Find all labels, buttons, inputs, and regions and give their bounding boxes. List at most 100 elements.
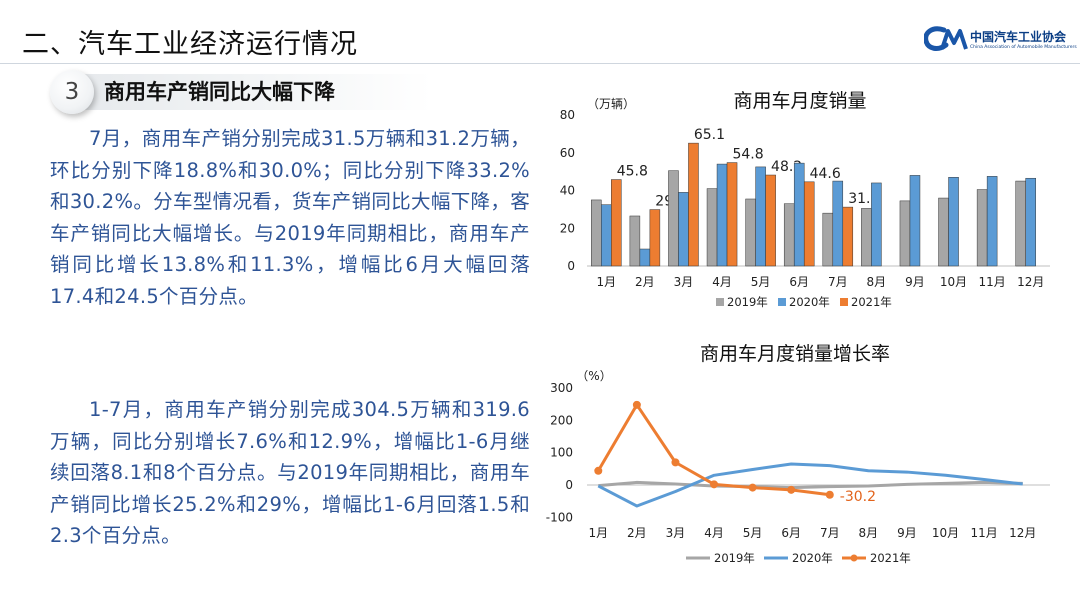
line-point-2021 — [594, 466, 603, 475]
bar-2019年 — [1015, 180, 1026, 267]
bar-legend-swatch — [840, 298, 848, 306]
line-x-tick: 10月 — [932, 526, 959, 540]
bar-2020年 — [909, 175, 921, 267]
line-x-tick: 5月 — [743, 526, 763, 540]
bar-2020年 — [948, 177, 959, 267]
bar-legend-label: 2019年 — [727, 295, 768, 309]
caam-logo-icon — [924, 26, 968, 51]
bar-2019年 — [706, 188, 718, 267]
bar-2020年 — [678, 192, 689, 267]
line-legend-label: 2021年 — [870, 551, 911, 565]
bar-data-label: 45.8 — [617, 164, 648, 180]
bar-x-tick: 3月 — [674, 275, 694, 289]
bar-2021年 — [688, 142, 699, 267]
line-point-2021 — [825, 490, 834, 499]
bar-2019年 — [745, 198, 756, 267]
line-point-2021 — [748, 483, 757, 492]
bar-2021年 — [649, 209, 661, 267]
line-x-tick: 2月 — [627, 526, 647, 540]
line-y-tick: 300 — [550, 381, 573, 395]
bar-legend-label: 2021年 — [851, 295, 892, 309]
line-data-label: -30.2 — [840, 489, 876, 505]
bar-chart-title: 商用车月度销量 — [733, 90, 866, 112]
bar-2019年 — [861, 208, 872, 267]
section-band — [72, 74, 432, 110]
bar-x-tick: 1月 — [596, 275, 616, 289]
bar-2019年 — [822, 212, 834, 267]
bar-x-tick: 8月 — [867, 275, 887, 289]
line-point-2021 — [671, 458, 680, 467]
bar-2020年 — [871, 182, 882, 267]
bar-2019年 — [591, 199, 602, 267]
bar-2021年 — [765, 174, 776, 267]
bar-2019年 — [668, 170, 679, 267]
line-x-tick: 1月 — [588, 526, 608, 540]
bar-x-tick: 11月 — [978, 275, 1005, 289]
line-x-tick: 11月 — [970, 526, 997, 540]
line-series-2020年 — [597, 462, 1023, 508]
bar-2020年 — [755, 166, 766, 267]
logo-name-cn: 中国汽车工业协会 — [970, 30, 1067, 44]
line-y-tick: 200 — [550, 413, 573, 427]
line-x-tick: 3月 — [666, 526, 686, 540]
bar-y-tick: 80 — [560, 108, 575, 122]
line-y-tick: 100 — [550, 446, 573, 460]
bar-2020年 — [832, 180, 844, 267]
bar-2020年 — [986, 176, 998, 267]
bar-data-label: 54.8 — [732, 147, 763, 163]
bar-2019年 — [783, 203, 795, 267]
line-y-tick: -100 — [546, 510, 573, 524]
line-x-tick: 12月 — [1009, 526, 1036, 540]
bar-x-tick: 7月 — [828, 275, 848, 289]
line-x-tick: 4月 — [704, 526, 724, 540]
line-x-tick: 9月 — [897, 526, 917, 540]
bar-y-tick: 40 — [560, 184, 575, 198]
bar-x-tick: 4月 — [712, 275, 732, 289]
section-number: 3 — [64, 79, 80, 105]
line-point-2021 — [632, 400, 641, 409]
line-chart-title: 商用车月度销量增长率 — [700, 343, 890, 365]
caam-logo: 中国汽车工业协会 China Association of Automobile… — [924, 25, 1077, 53]
line-x-tick: 7月 — [820, 526, 840, 540]
bar-data-label: 65.1 — [694, 127, 725, 143]
bar-legend-swatch — [716, 298, 724, 306]
line-point-2021 — [787, 485, 796, 494]
paragraph-monthly: 7月，商用车产销分别完成31.5万辆和31.2万辆，环比分别下降18.8%和30… — [50, 127, 530, 308]
bar-2021年 — [726, 162, 738, 267]
line-x-tick: 6月 — [781, 526, 801, 540]
bar-legend-swatch — [778, 298, 786, 306]
bar-2021年 — [611, 179, 622, 267]
line-y-tick: 0 — [565, 478, 573, 492]
bar-2020年 — [793, 162, 805, 267]
section-number-badge: 3 — [50, 70, 94, 114]
logo-name-en: China Association of Automobile Manufact… — [970, 45, 1077, 50]
bar-x-tick: 12月 — [1017, 275, 1044, 289]
line-legend-marker — [850, 554, 858, 562]
bar-2020年 — [716, 163, 728, 267]
bar-2019年 — [899, 200, 911, 267]
line-point-2021 — [710, 480, 719, 489]
line-legend-label: 2019年 — [714, 551, 755, 565]
section-title: 商用车产销同比大幅下降 — [104, 80, 335, 104]
bar-2019年 — [938, 197, 949, 267]
bar-x-tick: 6月 — [789, 275, 809, 289]
bar-data-label: 44.6 — [810, 166, 841, 182]
page-title: 二、汽车工业经济运行情况 — [22, 29, 358, 60]
bar-2019年 — [629, 215, 641, 267]
bar-2019年 — [976, 189, 988, 267]
bar-x-tick: 9月 — [905, 275, 925, 289]
paragraph-cumulative: 1-7月，商用车产销分别完成304.5万辆和319.6万辆，同比分别增长7.6%… — [50, 398, 530, 547]
bar-2020年 — [639, 248, 651, 267]
bar-2021年 — [842, 206, 854, 267]
header-divider — [0, 63, 1080, 64]
bar-2020年 — [1025, 177, 1036, 267]
bar-x-tick: 5月 — [751, 275, 771, 289]
bar-y-tick: 0 — [567, 259, 575, 273]
bar-chart-unit: （万辆） — [587, 97, 635, 111]
line-legend-label: 2020年 — [792, 551, 833, 565]
line-chart-unit: （%） — [576, 369, 611, 383]
bar-y-tick: 60 — [560, 146, 575, 160]
bar-2021年 — [803, 181, 815, 267]
bar-x-tick: 10月 — [940, 275, 967, 289]
